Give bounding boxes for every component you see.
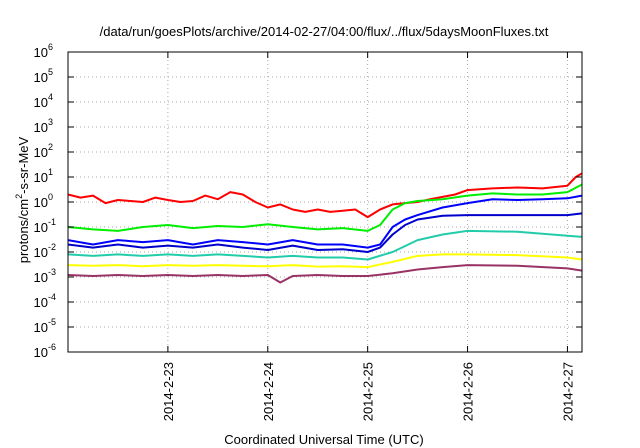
y-axis-label: protons/cm2-s-sr-MeV [14, 136, 31, 263]
series-line-7 [67, 264, 583, 284]
chart-title: /data/run/goesPlots/archive/2014-02-27/0… [100, 24, 549, 39]
series-line-6 [67, 253, 583, 269]
y-axis-label-sup: 2 [14, 194, 24, 199]
y-tick-label: 10 [34, 220, 48, 235]
gridlines [68, 52, 582, 352]
y-tick-exponent: 5 [48, 67, 53, 77]
y-tick-exponent: -6 [48, 342, 56, 352]
y-tick-exponent: 4 [48, 92, 53, 102]
y-tick-exponent: -5 [48, 317, 56, 327]
y-tick-label: 10 [34, 245, 48, 260]
x-tick-label: 2014-2-25 [361, 362, 376, 421]
y-tick-label: 10 [34, 295, 48, 310]
y-tick-label: 10 [34, 70, 48, 85]
series-line-2 [67, 183, 583, 232]
y-tick-label: 10 [34, 95, 48, 110]
series-group [67, 172, 583, 284]
y-tick-label: 10 [34, 345, 48, 360]
x-tick-label: 2014-2-24 [261, 362, 276, 421]
y-tick-exponent: 6 [48, 42, 53, 52]
y-tick-exponent: 3 [48, 117, 53, 127]
y-tick-exponent: -3 [48, 267, 56, 277]
y-axis-label-base: protons/cm [16, 199, 31, 263]
y-tick-exponent: 2 [48, 142, 53, 152]
series-line-4 [67, 212, 583, 253]
y-tick-label: 10 [34, 170, 48, 185]
y-tick-label: 10 [34, 145, 48, 160]
y-axis-label-rest: -s-sr-MeV [16, 136, 31, 193]
y-tick-exponent: -2 [48, 242, 56, 252]
y-axis: 10 -610 -510 -410 -310 -210 -110 010 110 210 310 41… [34, 42, 582, 360]
series-line-5 [67, 229, 583, 261]
y-tick-label: 10 [34, 320, 48, 335]
x-tick-label: 2014-2-23 [161, 362, 176, 421]
y-tick-exponent: 0 [48, 192, 53, 202]
y-tick-label: 10 [34, 45, 48, 60]
series-line-1 [67, 172, 583, 219]
x-axis-label: Coordinated Universal Time (UTC) [224, 432, 423, 447]
y-tick-label: 10 [34, 120, 48, 135]
x-axis: 2014-2-23 2014-2-24 2014-2-25 2014-2-26 2014… [161, 52, 575, 421]
y-tick-label: 10 [34, 270, 48, 285]
y-tick-exponent: -4 [48, 292, 56, 302]
y-tick-label: 10 [34, 195, 48, 210]
y-tick-exponent: -1 [48, 217, 56, 227]
series-line-3 [67, 194, 583, 249]
x-tick-label: 2014-2-27 [560, 362, 575, 421]
y-tick-exponent: 1 [48, 167, 53, 177]
x-tick-label: 2014-2-26 [461, 362, 476, 421]
